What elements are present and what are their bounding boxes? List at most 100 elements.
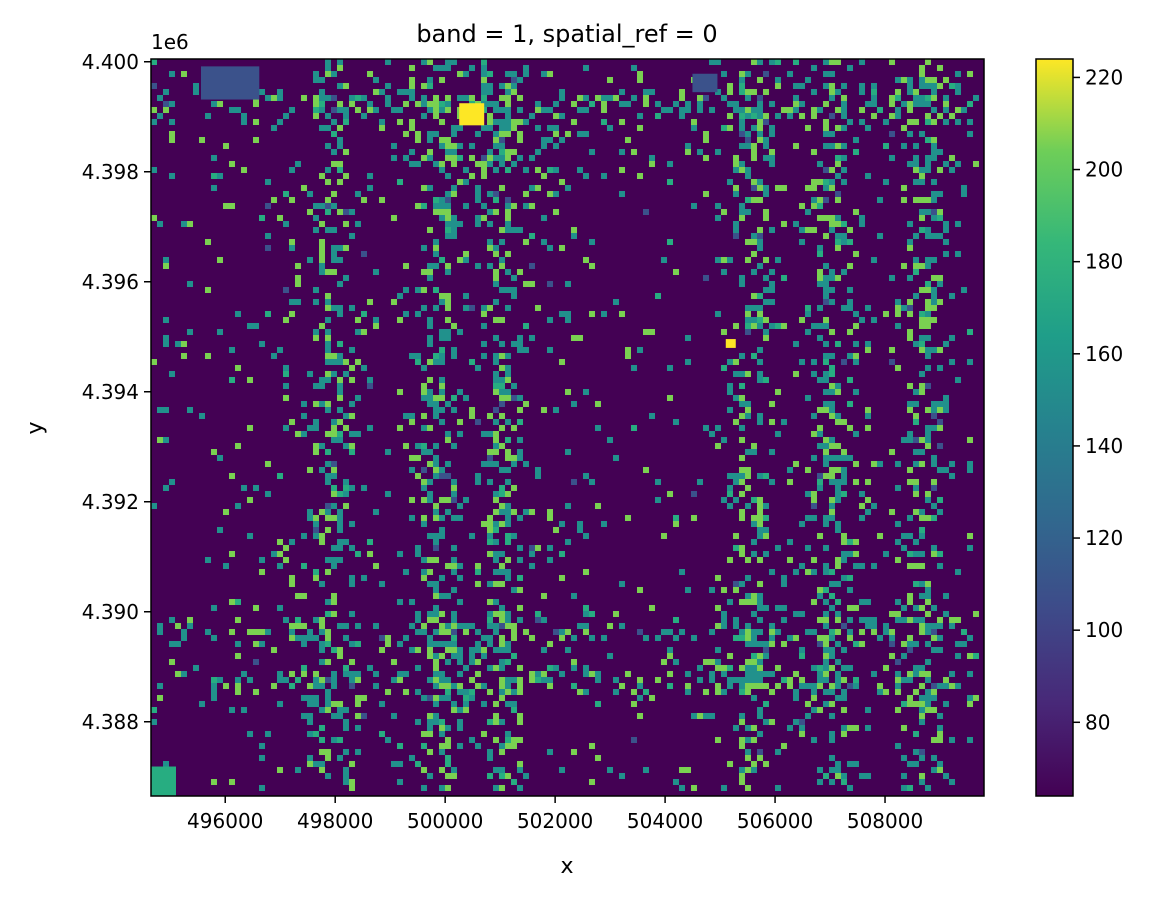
raster-cell (325, 755, 331, 761)
raster-cell (505, 521, 511, 527)
raster-cell (277, 89, 283, 95)
raster-cell (319, 125, 325, 131)
raster-cell (511, 161, 517, 167)
raster-cell (307, 635, 313, 641)
raster-cell (415, 647, 421, 653)
raster-cell (523, 347, 529, 353)
raster-cell (769, 131, 775, 137)
raster-cell (469, 95, 475, 101)
raster-cell (319, 251, 325, 257)
raster-cell (805, 545, 811, 551)
raster-cell (559, 767, 565, 773)
raster-cell (907, 671, 913, 677)
raster-cell (307, 719, 313, 725)
raster-cell (469, 407, 475, 413)
raster-cell (835, 659, 841, 665)
raster-cell (823, 515, 829, 521)
raster-cell (715, 203, 721, 209)
raster-cell (931, 287, 937, 293)
raster-cell (613, 299, 619, 305)
raster-cell (475, 683, 481, 689)
raster-cell (853, 479, 859, 485)
raster-cell (301, 185, 307, 191)
raster-cell (553, 665, 559, 671)
raster-cell (817, 215, 823, 221)
raster-cell (463, 623, 469, 629)
raster-cell (919, 209, 925, 215)
raster-cell (901, 125, 907, 131)
raster-cell (223, 683, 229, 689)
raster-cell (505, 659, 511, 665)
raster-cell (913, 179, 919, 185)
raster-cell (925, 365, 931, 371)
raster-cell (337, 125, 343, 131)
raster-cell (835, 221, 841, 227)
raster-cell (331, 671, 337, 677)
raster-cell (433, 443, 439, 449)
raster-cell (781, 275, 787, 281)
raster-cell (451, 407, 457, 413)
raster-cell (739, 677, 745, 683)
raster-cell (631, 149, 637, 155)
raster-cell (877, 233, 883, 239)
raster-cell (679, 569, 685, 575)
raster-cell (793, 95, 799, 101)
raster-cell (925, 83, 931, 89)
raster-cell (637, 77, 643, 83)
raster-cell (547, 557, 553, 563)
raster-cell (439, 359, 445, 365)
raster-cell (475, 479, 481, 485)
raster-cell (331, 203, 337, 209)
raster-cell (685, 149, 691, 155)
raster-cell (433, 239, 439, 245)
raster-cell (157, 683, 163, 689)
raster-cell (445, 155, 451, 161)
raster-cell (787, 683, 793, 689)
raster-cell (895, 113, 901, 119)
raster-cell (313, 569, 319, 575)
raster-cell (739, 689, 745, 695)
raster-cell (763, 551, 769, 557)
raster-cell (817, 431, 823, 437)
raster-cell (457, 689, 463, 695)
raster-cell (295, 767, 301, 773)
raster-cell (877, 197, 883, 203)
raster-cell (841, 155, 847, 161)
y-axis-offset-label: 1e6 (151, 30, 189, 54)
raster-cell (757, 665, 763, 671)
raster-cell (745, 239, 751, 245)
raster-cell (241, 113, 247, 119)
raster-cell (517, 95, 523, 101)
raster-cell (445, 497, 451, 503)
raster-cell (337, 167, 343, 173)
raster-cell (217, 329, 223, 335)
raster-cell (673, 269, 679, 275)
raster-cell (217, 455, 223, 461)
raster-cell (553, 527, 559, 533)
raster-cell (337, 437, 343, 443)
raster-cell (817, 335, 823, 341)
raster-cell (163, 761, 169, 767)
raster-cell (841, 167, 847, 173)
raster-cell (259, 569, 265, 575)
raster-cell (319, 707, 325, 713)
raster-cell (907, 329, 913, 335)
raster-cell (835, 557, 841, 563)
raster-cell (307, 701, 313, 707)
raster-cell (433, 113, 439, 119)
raster-cell (943, 395, 949, 401)
raster-cell (607, 437, 613, 443)
raster-cell (433, 557, 439, 563)
raster-cell (697, 95, 703, 101)
raster-cell (931, 149, 937, 155)
raster-cell (439, 215, 445, 221)
raster-cell (913, 233, 919, 239)
raster-cell (487, 71, 493, 77)
raster-cell (733, 623, 739, 629)
raster-cell (769, 227, 775, 233)
raster-cell (325, 431, 331, 437)
raster-cell (481, 731, 487, 737)
raster-cell (727, 599, 733, 605)
raster-cell (235, 641, 241, 647)
raster-cell (811, 413, 817, 419)
